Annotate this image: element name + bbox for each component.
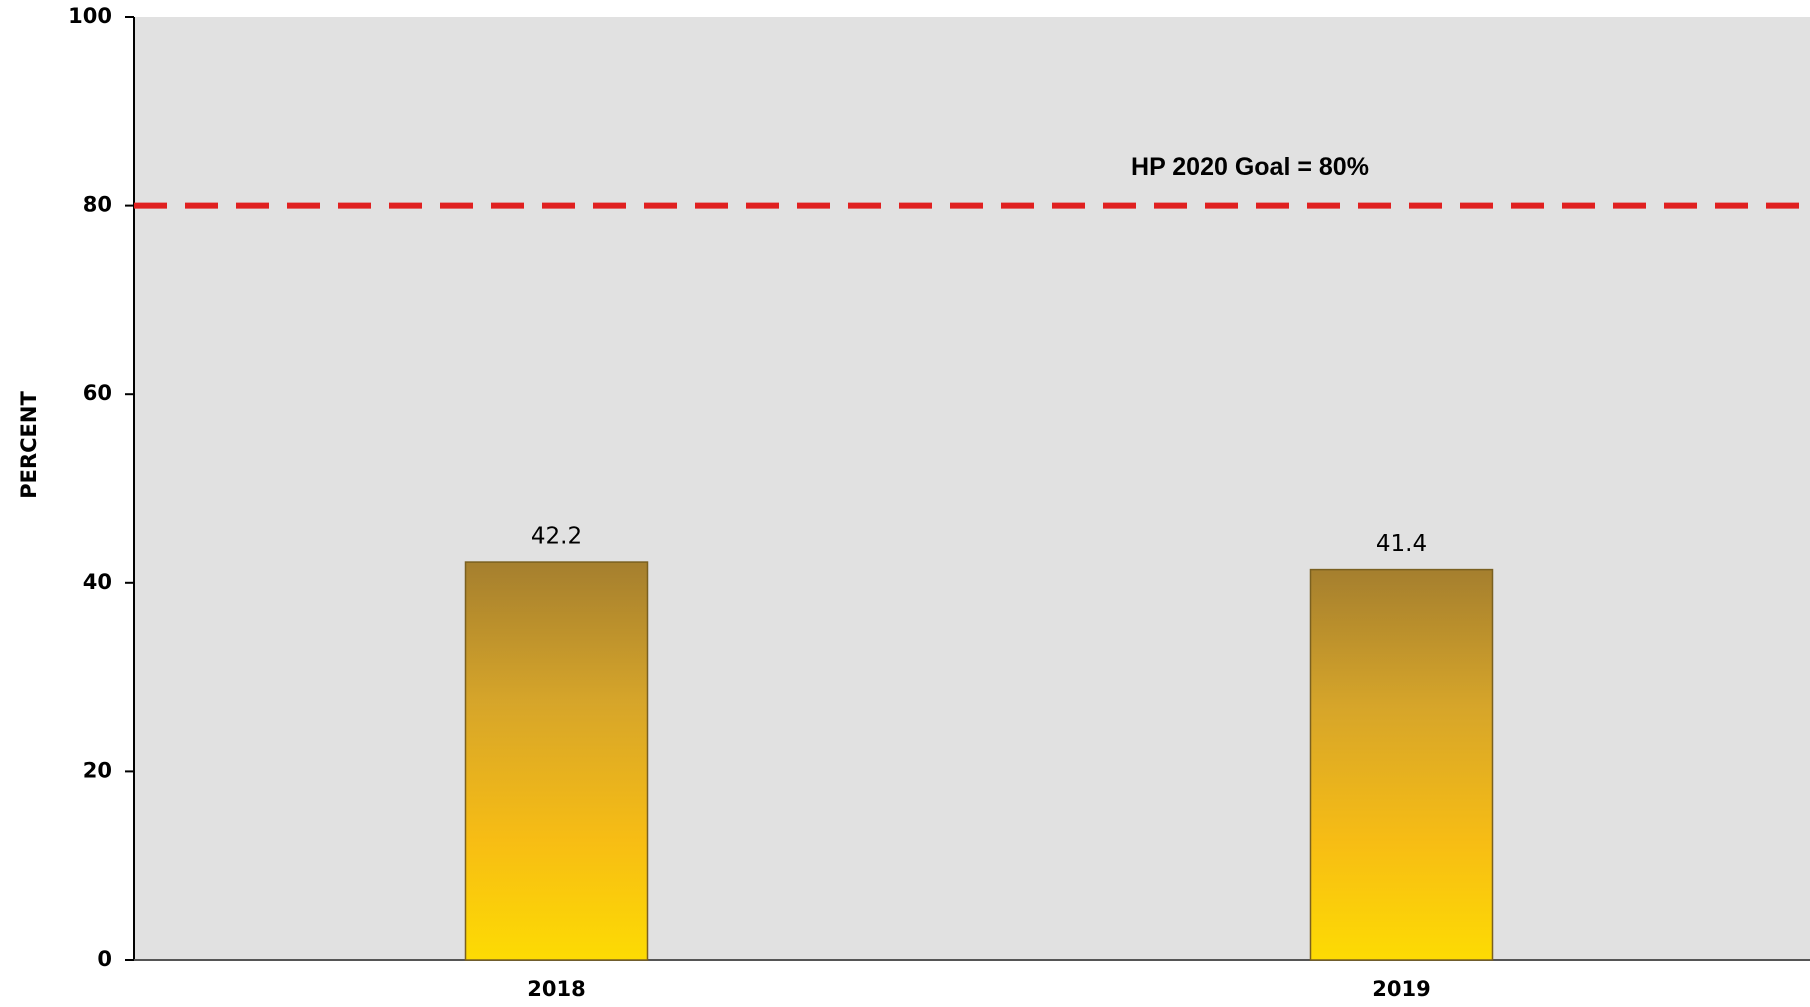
y-tick-label: 20	[83, 758, 112, 782]
y-axis-label: PERCENT	[17, 391, 41, 499]
y-tick-label: 80	[83, 193, 112, 217]
y-tick-label: 40	[83, 570, 112, 594]
y-tick-label: 100	[68, 4, 112, 28]
plot-area	[134, 17, 1810, 960]
bar	[1309, 568, 1494, 961]
x-tick-label: 2019	[1372, 977, 1430, 1001]
goal-label: HP 2020 Goal = 80%	[1131, 153, 1369, 181]
y-tick-label: 0	[97, 947, 112, 971]
bar	[464, 561, 649, 961]
x-tick-label: 2018	[527, 977, 585, 1001]
value-label: 41.4	[1376, 531, 1427, 557]
y-tick-label: 60	[83, 381, 112, 405]
value-label: 42.2	[531, 524, 582, 550]
